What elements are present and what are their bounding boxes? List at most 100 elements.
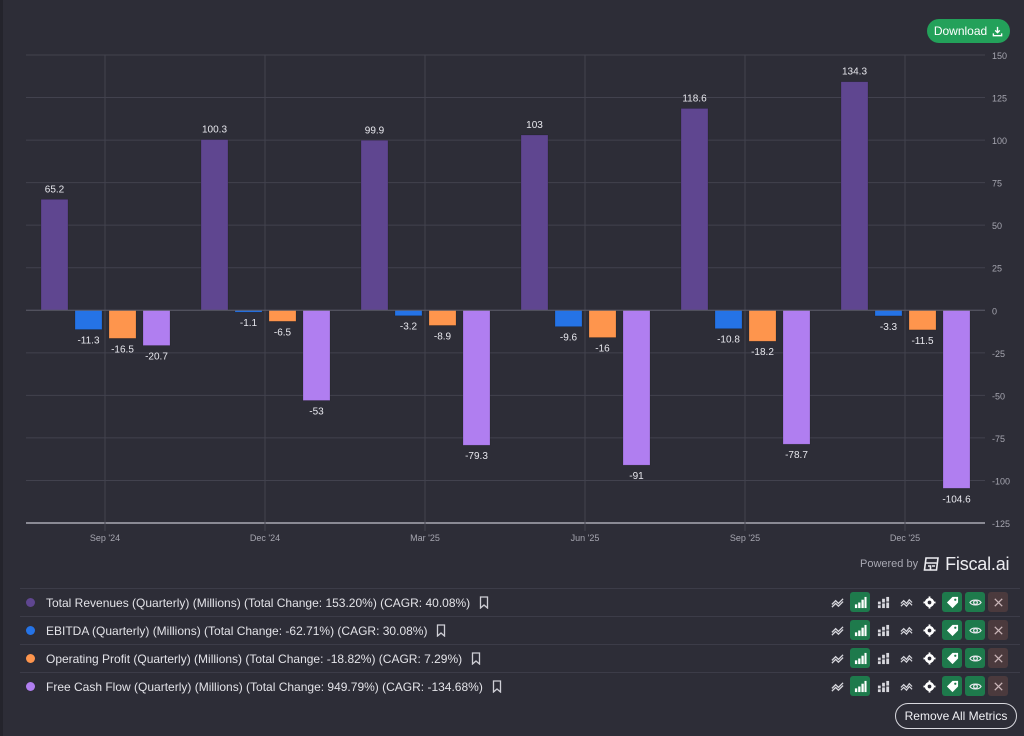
left-border xyxy=(0,0,3,736)
bookmark-icon[interactable] xyxy=(471,652,481,665)
data-label: 100.3 xyxy=(202,125,227,136)
data-label: -16 xyxy=(595,344,610,355)
bar-operating-profit xyxy=(748,309,777,342)
data-label: -53 xyxy=(309,406,324,417)
data-label: -78.7 xyxy=(785,450,808,461)
bar-free-cash-flow xyxy=(142,309,171,346)
bar-total-revenues xyxy=(40,199,69,311)
area-chart-icon[interactable] xyxy=(896,648,916,668)
data-label: -6.5 xyxy=(274,327,292,338)
data-label: -91 xyxy=(629,471,644,482)
series-label: Operating Profit (Quarterly) (Millions) … xyxy=(46,651,463,666)
series-actions xyxy=(827,676,1008,696)
series-label: EBITDA (Quarterly) (Millions) (Total Cha… xyxy=(46,623,428,638)
bar-free-cash-flow xyxy=(302,309,331,401)
series-color-dot xyxy=(26,598,35,607)
series-label: Total Revenues (Quarterly) (Millions) (T… xyxy=(46,595,471,610)
data-label: -79.3 xyxy=(465,451,488,462)
download-button[interactable]: Download xyxy=(927,19,1010,43)
data-label: 103 xyxy=(526,120,543,131)
x-tick-label: Mar '25 xyxy=(410,533,440,543)
line-chart-icon[interactable] xyxy=(827,676,847,696)
data-label: -11.5 xyxy=(911,336,933,347)
tag-icon[interactable] xyxy=(942,592,962,612)
remove-all-metrics-button[interactable]: Remove All Metrics xyxy=(895,703,1017,729)
bar-total-revenues xyxy=(200,139,229,311)
bar-total-revenues xyxy=(840,81,869,311)
remove-icon[interactable] xyxy=(988,648,1008,668)
y-tick-label: -100 xyxy=(992,476,1010,486)
settings-icon[interactable] xyxy=(919,592,939,612)
data-label: 99.9 xyxy=(365,125,385,136)
x-tick-label: Dec '24 xyxy=(250,533,280,543)
visibility-icon[interactable] xyxy=(965,676,985,696)
bookmark-icon[interactable] xyxy=(492,680,502,693)
x-tick-label: Jun '25 xyxy=(571,533,600,543)
y-tick-label: -50 xyxy=(992,391,1005,401)
settings-icon[interactable] xyxy=(919,676,939,696)
bar-total-revenues xyxy=(680,108,709,311)
bar-chart-icon[interactable] xyxy=(850,592,870,612)
series-actions xyxy=(827,648,1008,668)
series-color-dot xyxy=(26,682,35,691)
bar-total-revenues xyxy=(360,139,389,311)
y-tick-label: 150 xyxy=(992,51,1007,61)
x-tick-label: Dec '25 xyxy=(890,533,920,543)
y-tick-label: 75 xyxy=(992,179,1002,189)
download-icon xyxy=(992,26,1003,36)
remove-icon[interactable] xyxy=(988,676,1008,696)
tag-icon[interactable] xyxy=(942,676,962,696)
data-label: 134.3 xyxy=(842,67,867,78)
bar-operating-profit xyxy=(588,309,617,338)
data-label: -9.6 xyxy=(560,333,578,344)
area-chart-icon[interactable] xyxy=(896,676,916,696)
line-chart-icon[interactable] xyxy=(827,648,847,668)
bar-chart-icon[interactable] xyxy=(850,676,870,696)
data-label: -104.6 xyxy=(942,494,971,505)
stacked-bar-chart-icon[interactable] xyxy=(873,620,893,640)
visibility-icon[interactable] xyxy=(965,620,985,640)
tag-icon[interactable] xyxy=(942,648,962,668)
remove-icon[interactable] xyxy=(988,592,1008,612)
y-tick-label: 125 xyxy=(992,94,1007,104)
y-tick-label: 50 xyxy=(992,221,1002,231)
x-tick-label: Sep '24 xyxy=(90,533,120,543)
series-color-dot xyxy=(26,626,35,635)
data-label: -11.3 xyxy=(77,336,99,347)
visibility-icon[interactable] xyxy=(965,592,985,612)
visibility-icon[interactable] xyxy=(965,648,985,668)
bar-chart-icon[interactable] xyxy=(850,620,870,640)
legend-row: Total Revenues (Quarterly) (Millions) (T… xyxy=(20,588,1020,616)
series-actions xyxy=(827,620,1008,640)
bar-free-cash-flow xyxy=(782,309,811,445)
y-tick-label: -125 xyxy=(992,519,1010,529)
bar-ebitda xyxy=(714,309,743,329)
stacked-bar-chart-icon[interactable] xyxy=(873,676,893,696)
bar-total-revenues xyxy=(520,134,549,311)
area-chart-icon[interactable] xyxy=(896,620,916,640)
line-chart-icon[interactable] xyxy=(827,620,847,640)
stacked-bar-chart-icon[interactable] xyxy=(873,592,893,612)
bar-ebitda xyxy=(394,309,423,317)
metrics-legend: Total Revenues (Quarterly) (Millions) (T… xyxy=(20,588,1020,700)
bar-chart-icon[interactable] xyxy=(850,648,870,668)
bookmark-icon[interactable] xyxy=(436,624,446,637)
data-label: -16.5 xyxy=(111,344,134,355)
stacked-bar-chart-icon[interactable] xyxy=(873,648,893,668)
bar-operating-profit xyxy=(268,309,297,322)
series-actions xyxy=(827,592,1008,612)
data-label: 118.6 xyxy=(682,93,707,104)
legend-row: EBITDA (Quarterly) (Millions) (Total Cha… xyxy=(20,616,1020,644)
tag-icon[interactable] xyxy=(942,620,962,640)
remove-icon[interactable] xyxy=(988,620,1008,640)
bar-free-cash-flow xyxy=(622,309,651,466)
bar-chart: 150 125 100 75 50 25 0 -25 -50 -75 -100 -125 Sep '24… xyxy=(26,51,1010,543)
settings-icon[interactable] xyxy=(919,620,939,640)
bookmark-icon[interactable] xyxy=(479,596,489,609)
area-chart-icon[interactable] xyxy=(896,592,916,612)
line-chart-icon[interactable] xyxy=(827,592,847,612)
settings-icon[interactable] xyxy=(919,648,939,668)
bar-operating-profit xyxy=(108,309,137,339)
bar-ebitda xyxy=(554,309,583,327)
download-label: Download xyxy=(933,24,988,38)
